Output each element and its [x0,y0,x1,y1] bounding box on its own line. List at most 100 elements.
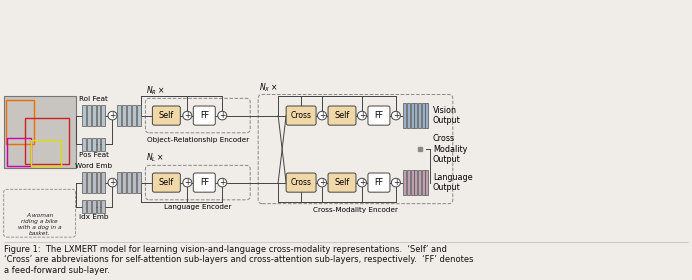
Bar [403,170,406,195]
Bar [96,105,100,126]
Text: +: + [219,178,226,187]
Text: +: + [358,178,365,187]
Bar [82,138,86,151]
Bar [102,200,105,213]
FancyBboxPatch shape [152,106,181,125]
Circle shape [108,178,117,187]
Text: FF: FF [374,178,383,187]
FancyBboxPatch shape [368,106,390,125]
Text: +: + [184,111,190,120]
Bar [86,138,91,151]
Circle shape [358,111,367,120]
Text: Object-Relationship Encoder: Object-Relationship Encoder [147,137,249,143]
Bar [25,118,69,164]
Text: RoI Feat: RoI Feat [79,96,108,102]
Text: A woman
riding a bike
with a dog in a
basket.: A woman riding a bike with a dog in a ba… [18,213,62,236]
Text: Self: Self [158,178,174,187]
Text: Vision
Output: Vision Output [432,106,461,125]
Bar [426,103,428,128]
Bar [96,138,100,151]
Bar [421,170,425,195]
Text: Cross
Modality
Output: Cross Modality Output [432,134,467,164]
Bar [102,105,105,126]
Circle shape [218,178,227,187]
Text: +: + [319,178,325,187]
Text: FF: FF [200,178,209,187]
Bar [82,200,86,213]
Bar [91,138,95,151]
Bar [127,105,131,126]
Text: Self: Self [334,178,349,187]
Bar [96,200,100,213]
FancyBboxPatch shape [193,106,215,125]
Bar [138,172,141,193]
Circle shape [318,111,327,120]
Bar [132,105,136,126]
Bar [415,170,417,195]
Bar [3,96,75,168]
Bar [86,172,91,193]
Text: Idx Emb: Idx Emb [79,214,108,220]
Text: Language
Output: Language Output [432,173,473,192]
Bar [82,105,86,126]
Bar [91,105,95,126]
Bar [91,172,95,193]
Bar [82,172,86,193]
FancyBboxPatch shape [152,173,181,192]
Text: Cross: Cross [291,111,311,120]
Text: FF: FF [374,111,383,120]
Bar [418,170,421,195]
Bar [418,103,421,128]
Bar [91,200,95,213]
Bar [426,170,428,195]
Bar [127,172,131,193]
Bar [102,172,105,193]
Text: Word Emb: Word Emb [75,163,112,169]
Circle shape [108,111,117,120]
Text: +: + [319,111,325,120]
Text: Cross-Modality Encoder: Cross-Modality Encoder [313,207,398,213]
Text: +: + [219,111,226,120]
Circle shape [358,178,367,187]
Text: FF: FF [200,111,209,120]
Circle shape [392,178,401,187]
Text: +: + [109,178,116,187]
Bar [122,105,127,126]
Text: $N_X\times$: $N_X\times$ [260,81,277,94]
FancyBboxPatch shape [368,173,390,192]
Text: +: + [393,111,399,120]
FancyBboxPatch shape [328,106,356,125]
Text: Language Encoder: Language Encoder [164,204,232,210]
Bar [138,105,141,126]
Bar [410,103,414,128]
FancyBboxPatch shape [286,106,316,125]
Bar [118,172,122,193]
Text: +: + [184,178,190,187]
Bar [86,200,91,213]
Bar [96,172,100,193]
Bar [132,172,136,193]
Bar [6,100,34,144]
FancyBboxPatch shape [328,173,356,192]
Text: Pos Feat: Pos Feat [78,152,109,158]
Circle shape [218,111,227,120]
Bar [410,170,414,195]
Bar [102,138,105,151]
Bar [407,103,410,128]
Text: $N_L\times$: $N_L\times$ [147,152,164,164]
Text: Figure 1:  The LXMERT model for learning vision-and-language cross-modality repr: Figure 1: The LXMERT model for learning … [3,245,473,275]
Text: Self: Self [334,111,349,120]
Circle shape [392,111,401,120]
Bar [415,103,417,128]
Circle shape [183,178,192,187]
Bar [7,137,30,166]
FancyBboxPatch shape [193,173,215,192]
Bar [30,139,61,166]
Text: +: + [358,111,365,120]
Circle shape [183,111,192,120]
Bar [403,103,406,128]
Bar [421,103,425,128]
Bar [407,170,410,195]
Text: +: + [109,111,116,120]
Text: Self: Self [158,111,174,120]
